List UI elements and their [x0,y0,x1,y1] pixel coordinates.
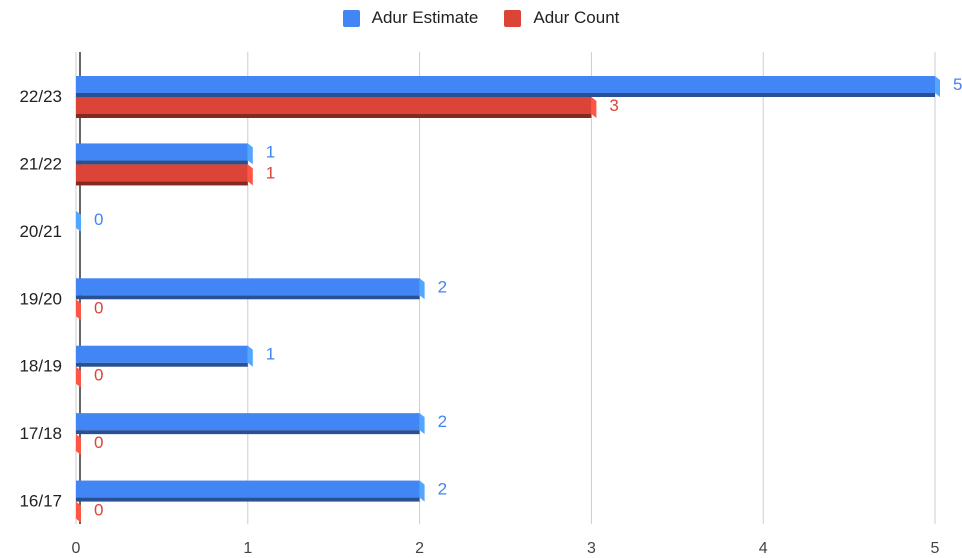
bar-front-face [76,345,248,363]
data-label-estimate-2: 0 [94,210,103,229]
bar-end-face [76,366,81,388]
bar-bottom-face [76,295,420,300]
x-tick-label-1: 1 [243,540,252,553]
data-label-count-0: 3 [609,96,618,115]
bar-estimate-1[interactable] [76,143,253,165]
bar-count-6[interactable] [76,501,81,523]
bar-count-1[interactable] [76,164,253,186]
bar-count-3[interactable] [76,299,81,321]
data-label-count-3: 0 [94,298,103,317]
bar-bottom-face [76,160,248,165]
bar-end-face [76,299,81,321]
bar-end-face [76,501,81,523]
legend-label-count: Adur Count [533,8,620,27]
bar-end-face [419,480,425,502]
bar-front-face [76,480,420,498]
bar-bottom-face [76,362,248,367]
data-label-estimate-6: 2 [438,480,447,499]
category-label-2: 20/21 [19,222,62,241]
bar-front-face [76,97,592,114]
x-tick-label-3: 3 [587,540,596,553]
data-label-estimate-3: 2 [438,277,447,296]
category-label-3: 19/20 [19,289,62,308]
data-label-estimate-0: 5 [953,75,962,94]
legend-item-estimate[interactable]: Adur Estimate [342,8,479,28]
legend: Adur Estimate Adur Count [0,8,962,28]
bar-end-face [247,143,253,165]
bar-estimate-2[interactable] [76,210,81,232]
bar-end-face [247,345,253,367]
bar-end-face [247,164,253,186]
bar-bottom-face [76,181,248,186]
category-label-5: 17/18 [19,424,62,443]
x-tick-label-5: 5 [931,540,940,553]
data-label-count-4: 0 [94,366,103,385]
x-tick-label-0: 0 [72,540,81,553]
bar-estimate-4[interactable] [76,345,253,367]
data-label-estimate-1: 1 [266,142,275,161]
data-label-estimate-4: 1 [266,345,275,364]
legend-swatch-count [504,9,522,27]
bar-count-5[interactable] [76,434,81,456]
category-label-1: 21/22 [19,154,62,173]
bar-end-face [419,413,425,435]
bar-count-4[interactable] [76,366,81,388]
legend-swatch-estimate [342,9,360,27]
bar-front-face [76,143,248,161]
data-label-count-5: 0 [94,433,103,452]
bar-estimate-5[interactable] [76,413,425,435]
bar-bottom-face [76,497,420,502]
legend-item-count[interactable]: Adur Count [504,8,619,28]
bar-bottom-face [76,430,420,435]
bar-end-face [76,210,81,232]
bar-front-face [76,76,935,93]
bar-end-face [419,278,425,300]
category-label-4: 18/19 [19,357,62,376]
data-label-count-1: 1 [266,163,275,182]
bar-bottom-face [76,93,935,97]
bar-estimate-0[interactable] [76,76,940,97]
bar-front-face [76,164,248,182]
x-tick-label-2: 2 [415,540,424,553]
category-label-6: 16/17 [19,492,62,511]
bar-end-face [591,97,597,118]
bar-bottom-face [76,114,592,118]
category-label-0: 22/23 [19,87,62,106]
data-label-count-6: 0 [94,501,103,520]
data-label-estimate-5: 2 [438,412,447,431]
bar-front-face [76,413,420,431]
legend-label-estimate: Adur Estimate [371,8,479,27]
bar-count-0[interactable] [76,97,597,118]
bar-end-face [76,434,81,456]
bar-end-face [935,76,940,97]
bar-estimate-6[interactable] [76,480,425,502]
x-tick-label-4: 4 [759,540,768,553]
bar-estimate-3[interactable] [76,278,425,300]
bar-front-face [76,278,420,296]
